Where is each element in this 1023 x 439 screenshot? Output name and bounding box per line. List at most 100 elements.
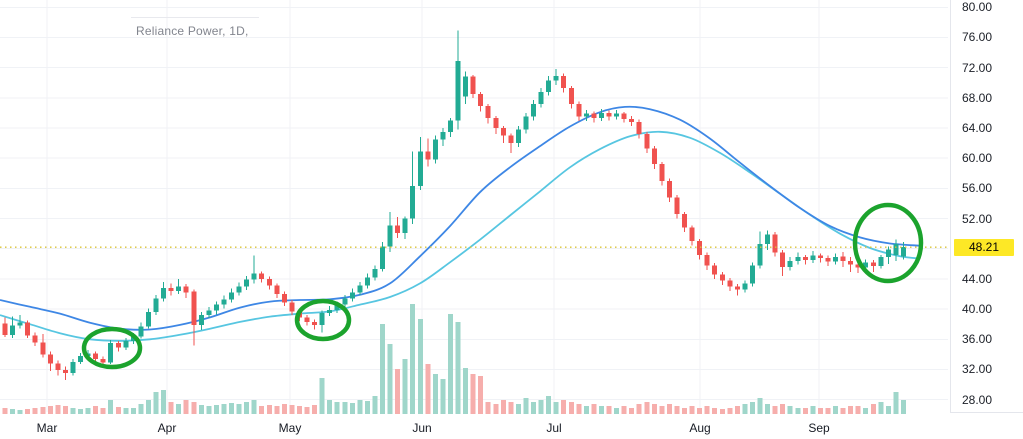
price-tick-label: 64.00 [962, 121, 993, 136]
volume-bar [621, 406, 627, 414]
volume-bar [70, 408, 76, 414]
candle-body [855, 264, 861, 268]
candle-body [515, 129, 521, 144]
volume-bar [236, 404, 242, 414]
candle-body [772, 234, 778, 253]
volume-bar [757, 398, 763, 414]
candle-body [78, 355, 83, 362]
candle-body [259, 273, 265, 279]
time-tick-label: Mar [36, 421, 58, 435]
candle-body [229, 292, 234, 300]
volume-bar [312, 405, 318, 414]
volume-bar [531, 402, 536, 414]
volume-bar [802, 408, 808, 414]
candle-body [402, 218, 408, 233]
price-tick-label: 36.00 [962, 332, 993, 347]
candle-body [266, 278, 272, 286]
candle-body [304, 317, 310, 322]
volume-bar [251, 400, 257, 414]
candle-body [183, 286, 189, 293]
time-tick-label: Jun [412, 421, 432, 435]
candle-body [349, 292, 355, 299]
volume-bar [447, 314, 453, 414]
candle-body [372, 269, 378, 278]
candle-body [478, 94, 484, 107]
volume-bar [395, 369, 401, 414]
candle-body [25, 322, 31, 336]
annotation-circle[interactable] [81, 326, 143, 370]
candle-body [395, 225, 401, 233]
candle-body [900, 247, 906, 257]
candle-body [161, 287, 167, 299]
volume-bar [229, 403, 234, 414]
volume-bar [840, 408, 846, 414]
volume-bar [319, 378, 325, 414]
candle-body [833, 257, 838, 262]
candle-body [614, 113, 620, 117]
candle-body [870, 262, 876, 267]
candle-body [719, 274, 725, 281]
volume-bar [198, 405, 204, 414]
volume-bar [85, 408, 91, 414]
symbol-legend[interactable]: Reliance Power, 1D, [136, 24, 249, 38]
candle-body [727, 280, 733, 287]
annotation-circle[interactable] [294, 298, 352, 342]
volume-bar [2, 408, 8, 414]
annotation-circle[interactable] [852, 202, 924, 284]
candle-body [93, 353, 99, 359]
volume-bar [100, 408, 106, 414]
volume-bar [893, 392, 899, 414]
volume-bar [176, 404, 182, 414]
candle-body [546, 80, 552, 92]
candle-body [780, 252, 786, 267]
candle-body [840, 256, 846, 261]
candle-body [153, 298, 159, 313]
candle-body [425, 151, 431, 160]
price-tick-label: 40.00 [962, 302, 993, 317]
candle-body [342, 298, 348, 305]
candle-body [198, 315, 204, 325]
candle-body [387, 225, 393, 247]
volume-bar [455, 322, 461, 414]
price-axis-bottom-border [950, 412, 1023, 413]
volume-bar [349, 403, 355, 414]
candle-body [817, 255, 823, 258]
candle-body [508, 135, 514, 144]
volume-bar [145, 400, 151, 414]
candle-body [364, 277, 370, 286]
volume-bar [825, 408, 831, 414]
candle-body [312, 321, 318, 325]
volume-bar [598, 406, 604, 414]
volume-bar [463, 368, 469, 414]
candle-body [455, 60, 461, 121]
volume-bar [274, 406, 280, 414]
candle-body [689, 227, 695, 242]
time-tick-label: Apr [157, 421, 177, 435]
volume-bar [629, 408, 635, 414]
candle-body [244, 279, 250, 287]
last-price-label: 48.21 [954, 238, 1014, 256]
candle-body [108, 343, 114, 363]
volume-bar [765, 404, 771, 414]
volume-bar [32, 408, 38, 414]
candle-body [440, 131, 446, 140]
volume-bar [410, 304, 416, 414]
volume-bar [115, 407, 121, 414]
candle-body [115, 343, 121, 348]
volume-bar [470, 374, 476, 414]
volume-bar [749, 402, 755, 414]
volume-bar [855, 406, 861, 414]
candle-body [795, 257, 801, 261]
candle-body [606, 112, 612, 117]
candle-body [10, 325, 16, 335]
candle-body [765, 234, 771, 245]
volume-bar [425, 364, 431, 414]
volume-bar [651, 404, 657, 414]
volume-bar [153, 392, 159, 414]
volume-bar [553, 402, 559, 414]
candle-body [432, 139, 438, 160]
volume-bar [304, 407, 310, 414]
candle-body [629, 118, 635, 122]
